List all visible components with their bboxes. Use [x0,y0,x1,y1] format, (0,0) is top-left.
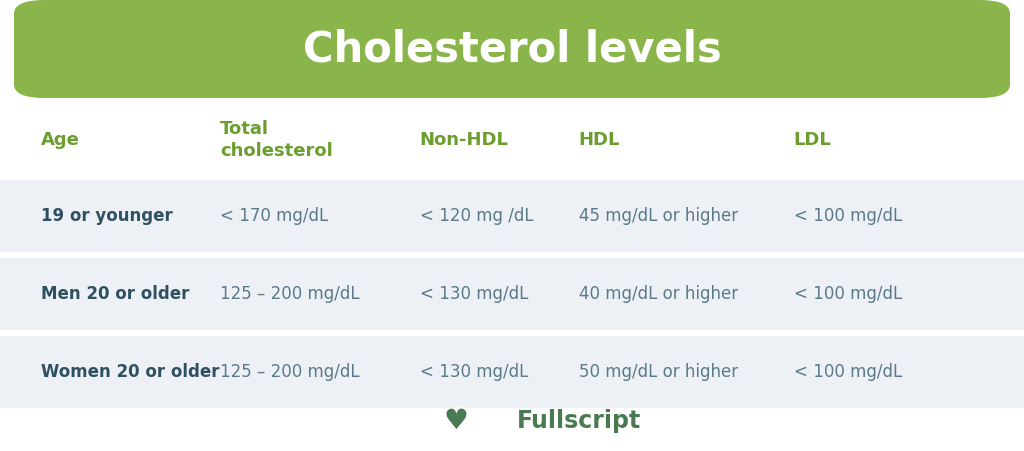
Text: < 130 mg/dL: < 130 mg/dL [420,285,528,303]
Text: 45 mg/dL or higher: 45 mg/dL or higher [579,207,737,225]
Text: Women 20 or older: Women 20 or older [41,363,219,381]
Text: < 120 mg /dL: < 120 mg /dL [420,207,534,225]
Text: LDL: LDL [794,131,831,149]
FancyBboxPatch shape [0,336,1024,408]
Text: Men 20 or older: Men 20 or older [41,285,189,303]
FancyBboxPatch shape [14,0,1010,98]
Text: 125 – 200 mg/dL: 125 – 200 mg/dL [220,285,359,303]
Text: < 100 mg/dL: < 100 mg/dL [794,207,902,225]
Text: 50 mg/dL or higher: 50 mg/dL or higher [579,363,737,381]
FancyBboxPatch shape [0,180,1024,252]
Text: Cholesterol levels: Cholesterol levels [303,28,721,70]
Text: < 100 mg/dL: < 100 mg/dL [794,285,902,303]
Text: Age: Age [41,131,80,149]
Text: HDL: HDL [579,131,620,149]
Text: Fullscript: Fullscript [517,409,641,433]
Text: < 130 mg/dL: < 130 mg/dL [420,363,528,381]
Text: 19 or younger: 19 or younger [41,207,173,225]
Text: Non-HDL: Non-HDL [420,131,509,149]
Text: 40 mg/dL or higher: 40 mg/dL or higher [579,285,737,303]
Text: ⁀: ⁀ [457,409,467,422]
FancyBboxPatch shape [0,258,1024,330]
Text: < 100 mg/dL: < 100 mg/dL [794,363,902,381]
Text: Total
cholesterol: Total cholesterol [220,120,333,160]
Text: ♥: ♥ [443,407,468,435]
Text: 125 – 200 mg/dL: 125 – 200 mg/dL [220,363,359,381]
Text: < 170 mg/dL: < 170 mg/dL [220,207,329,225]
